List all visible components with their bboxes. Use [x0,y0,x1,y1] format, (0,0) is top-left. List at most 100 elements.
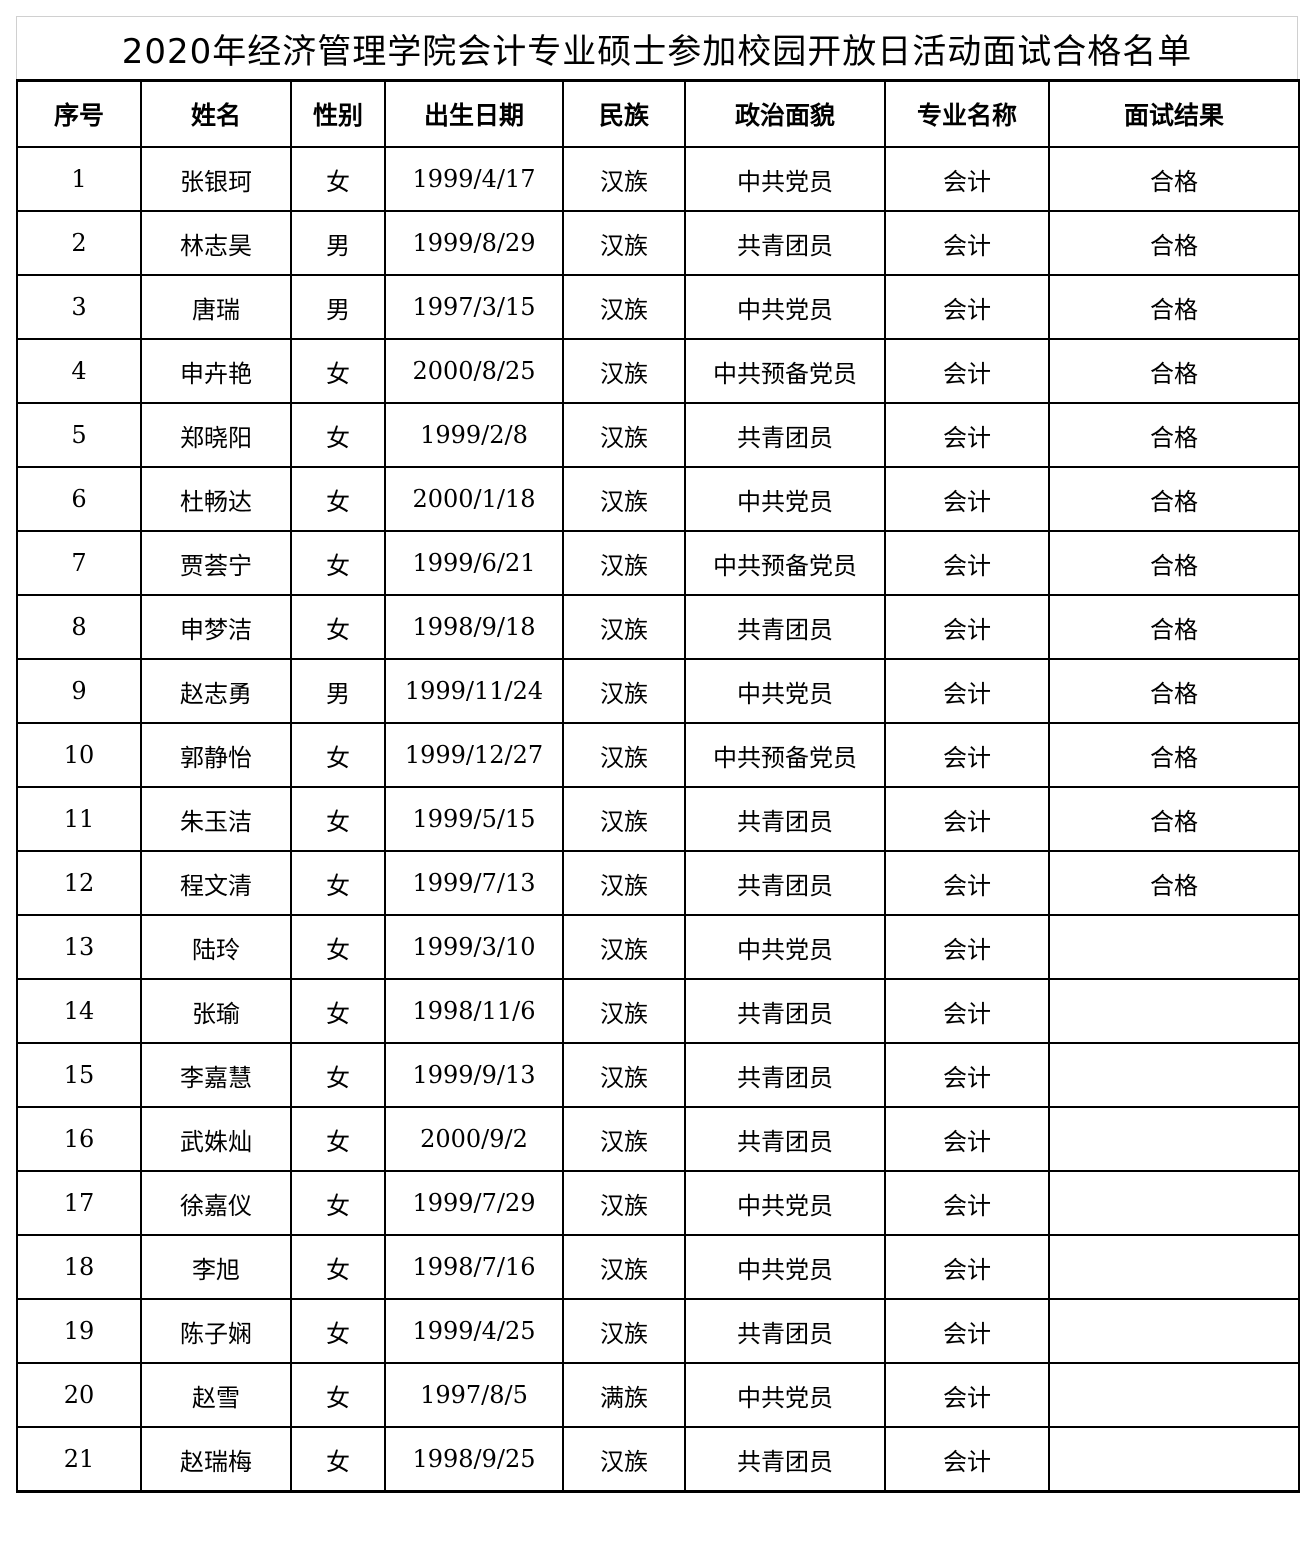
cell-interview-result: 合格 [1048,530,1300,596]
candidate-table: 序号 姓名 性别 出生日期 民族 政治面貌 专业名称 面试结果 1 张银珂女 1999/4/17 汉… [16,79,1300,1493]
cell-major: 会计 [884,1362,1050,1428]
table-row: 3 唐瑞男 1997/3/15 汉族 中共党员 会计 合格 [16,274,1300,340]
cell-seq: 4 [16,338,142,404]
cell-ethnicity: 汉族 [562,274,686,340]
cell-ethnicity: 汉族 [562,978,686,1044]
cell-name: 徐嘉仪 [140,1170,292,1236]
cell-gender: 女 [290,978,386,1044]
cell-gender: 女 [290,1170,386,1236]
cell-political-status: 中共党员 [684,1234,886,1300]
table-row: 17 徐嘉仪女 1999/7/29 汉族 中共党员 会计 [16,1170,1300,1236]
cell-ethnicity: 汉族 [562,722,686,788]
cell-seq: 10 [16,722,142,788]
table-row: 6 杜畅达女 2000/1/18 汉族 中共党员 会计 合格 [16,466,1300,532]
cell-major: 会计 [884,914,1050,980]
cell-major: 会计 [884,1234,1050,1300]
cell-interview-result [1048,1106,1300,1172]
cell-seq: 15 [16,1042,142,1108]
cell-ethnicity: 汉族 [562,1298,686,1364]
cell-ethnicity: 汉族 [562,1106,686,1172]
cell-political-status: 共青团员 [684,978,886,1044]
cell-interview-result: 合格 [1048,210,1300,276]
cell-birth-date: 2000/1/18 [384,466,564,532]
cell-gender: 女 [290,914,386,980]
table-row: 8 申梦洁女 1998/9/18 汉族 共青团员 会计 合格 [16,594,1300,660]
cell-interview-result: 合格 [1048,786,1300,852]
cell-birth-date: 1999/6/21 [384,530,564,596]
cell-interview-result: 合格 [1048,274,1300,340]
cell-interview-result [1048,1362,1300,1428]
cell-political-status: 中共预备党员 [684,338,886,404]
cell-gender: 男 [290,658,386,724]
cell-name: 武姝灿 [140,1106,292,1172]
cell-ethnicity: 汉族 [562,1170,686,1236]
document-title: 2020年经济管理学院会计专业硕士参加校园开放日活动面试合格名单 [16,16,1298,79]
cell-name: 赵雪 [140,1362,292,1428]
cell-birth-date: 1997/8/5 [384,1362,564,1428]
cell-ethnicity: 汉族 [562,210,686,276]
cell-birth-date: 1999/4/17 [384,146,564,212]
cell-ethnicity: 汉族 [562,658,686,724]
cell-political-status: 中共党员 [684,274,886,340]
cell-interview-result: 合格 [1048,402,1300,468]
column-header-name: 姓名 [140,79,292,148]
document-sheet: 2020年经济管理学院会计专业硕士参加校园开放日活动面试合格名单 序号 姓名 性别出… [16,16,1300,1493]
cell-major: 会计 [884,1170,1050,1236]
cell-interview-result [1048,978,1300,1044]
cell-political-status: 共青团员 [684,402,886,468]
cell-gender: 女 [290,722,386,788]
cell-seq: 16 [16,1106,142,1172]
cell-political-status: 共青团员 [684,786,886,852]
cell-name: 程文清 [140,850,292,916]
cell-ethnicity: 汉族 [562,594,686,660]
cell-ethnicity: 汉族 [562,786,686,852]
cell-birth-date: 1999/7/13 [384,850,564,916]
cell-name: 张瑜 [140,978,292,1044]
cell-ethnicity: 汉族 [562,402,686,468]
cell-gender: 男 [290,274,386,340]
column-header-ethnicity: 民族 [562,79,686,148]
cell-major: 会计 [884,146,1050,212]
cell-birth-date: 1999/5/15 [384,786,564,852]
cell-major: 会计 [884,1426,1050,1493]
table-row: 9 赵志勇男 1999/11/24 汉族 中共党员 会计 合格 [16,658,1300,724]
cell-ethnicity: 汉族 [562,1426,686,1493]
cell-political-status: 中共党员 [684,658,886,724]
cell-name: 唐瑞 [140,274,292,340]
cell-gender: 女 [290,1362,386,1428]
table-row: 18 李旭女 1998/7/16 汉族 中共党员 会计 [16,1234,1300,1300]
cell-birth-date: 1998/9/18 [384,594,564,660]
cell-political-status: 中共预备党员 [684,530,886,596]
table-row: 1 张银珂女 1999/4/17 汉族 中共党员 会计 合格 [16,146,1300,212]
table-row: 14 张瑜女 1998/11/6 汉族 共青团员 会计 [16,978,1300,1044]
column-header-gender: 性别 [290,79,386,148]
cell-seq: 1 [16,146,142,212]
cell-major: 会计 [884,530,1050,596]
cell-gender: 女 [290,1234,386,1300]
cell-ethnicity: 汉族 [562,1234,686,1300]
cell-gender: 女 [290,530,386,596]
cell-birth-date: 1999/9/13 [384,1042,564,1108]
cell-ethnicity: 汉族 [562,466,686,532]
cell-birth-date: 1999/12/27 [384,722,564,788]
cell-major: 会计 [884,274,1050,340]
cell-major: 会计 [884,466,1050,532]
cell-interview-result: 合格 [1048,658,1300,724]
cell-name: 赵志勇 [140,658,292,724]
cell-birth-date: 1998/9/25 [384,1426,564,1493]
cell-major: 会计 [884,1042,1050,1108]
cell-ethnicity: 汉族 [562,146,686,212]
cell-seq: 12 [16,850,142,916]
cell-name: 朱玉洁 [140,786,292,852]
cell-political-status: 中共党员 [684,466,886,532]
cell-gender: 女 [290,146,386,212]
cell-major: 会计 [884,1298,1050,1364]
cell-gender: 女 [290,402,386,468]
cell-gender: 女 [290,338,386,404]
cell-political-status: 中共党员 [684,146,886,212]
cell-ethnicity: 汉族 [562,914,686,980]
cell-seq: 11 [16,786,142,852]
cell-birth-date: 1997/3/15 [384,274,564,340]
table-row: 20 赵雪女 1997/8/5 满族 中共党员 会计 [16,1362,1300,1428]
cell-seq: 3 [16,274,142,340]
